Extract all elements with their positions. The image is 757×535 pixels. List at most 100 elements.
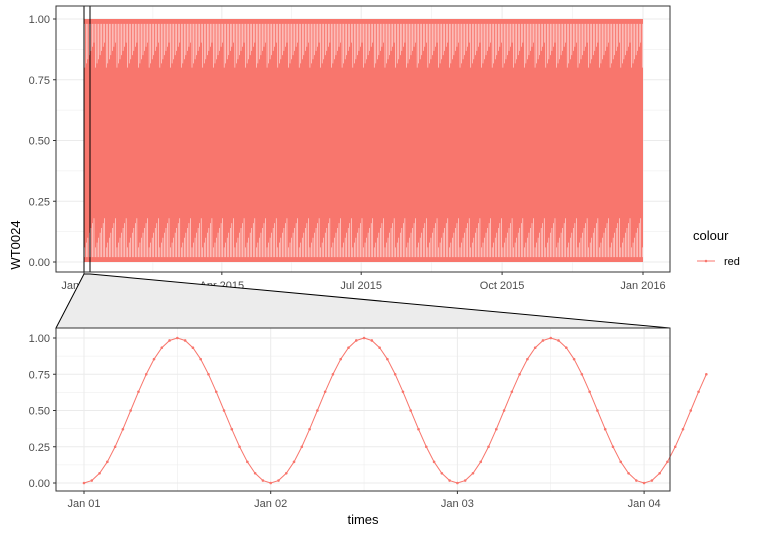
- detail-series-point: [541, 339, 545, 342]
- detail-series-point: [176, 336, 179, 340]
- detail-series-point: [261, 479, 265, 482]
- detail-series-point: [339, 357, 343, 361]
- detail-series-point: [222, 409, 226, 412]
- detail-panel-background: [56, 328, 670, 491]
- overview-panel-border: [55, 5, 671, 273]
- overview-y-tick-label: 0.50: [29, 136, 50, 148]
- detail-series-point: [230, 427, 234, 431]
- detail-series-point: [277, 479, 280, 482]
- detail-series-point: [409, 409, 413, 412]
- detail-series-point: [160, 346, 164, 350]
- overview-y-tick-label: 0.25: [29, 196, 50, 208]
- detail-series-point: [495, 427, 498, 431]
- detail-series-point: [269, 481, 273, 485]
- detail-series-point: [642, 481, 646, 485]
- detail-x-tick-label: Jan 02: [254, 498, 287, 510]
- detail-series-point: [526, 357, 529, 361]
- detail-series-point: [697, 390, 700, 394]
- detail-x-axis-title: times: [347, 512, 379, 527]
- overview-y-tick-label: 1.00: [29, 14, 50, 26]
- detail-series-point: [673, 445, 677, 449]
- detail-series-point: [354, 339, 358, 342]
- detail-series-point: [137, 390, 140, 394]
- detail-series-point: [323, 390, 327, 394]
- detail-series-point: [479, 460, 483, 464]
- detail-series-point: [378, 346, 381, 350]
- detail-series-point: [191, 346, 195, 350]
- detail-series-point: [588, 390, 591, 394]
- detail-x-ticks: Jan 01 Jan 02 Jan 03 Jan 04: [67, 491, 661, 510]
- legend-title: colour: [693, 228, 729, 243]
- legend-label-red: red: [724, 256, 740, 268]
- detail-y-tick-label: 0.25: [29, 442, 50, 454]
- detail-series-point: [238, 445, 241, 449]
- detail-series-point: [627, 471, 630, 475]
- detail-series-point: [463, 479, 467, 482]
- overview-x-tick-label: Jul 2015: [340, 280, 382, 292]
- detail-series-point: [316, 409, 319, 412]
- detail-y-tick-label: 0.75: [29, 369, 50, 381]
- detail-series-point: [510, 390, 514, 394]
- overview-y-tick-label: 0.75: [29, 75, 50, 87]
- detail-series-point: [417, 427, 420, 431]
- detail-series-point: [214, 390, 218, 394]
- overview-x-tick-label: Jan 2016: [620, 280, 665, 292]
- legend: colour red: [693, 228, 740, 268]
- overview-series-texture: [84, 23, 643, 258]
- detail-panel: 0.000.250.500.751.00 Jan 01 Jan 02 Jan 03 J…: [29, 327, 708, 527]
- detail-series-point: [611, 445, 615, 449]
- detail-y-tick-label: 1.00: [29, 333, 50, 345]
- detail-series-point: [246, 460, 249, 464]
- detail-series-point: [549, 336, 553, 340]
- overview-y-axis-title: WT0024: [8, 220, 23, 269]
- detail-series-point: [207, 372, 210, 376]
- detail-series-point: [432, 460, 436, 464]
- detail-series-point: [370, 339, 374, 342]
- overview-y-ticks: 0.00 0.25 0.50 0.75 1.00: [29, 14, 56, 269]
- detail-series-point: [448, 479, 451, 482]
- detail-series-point: [635, 479, 638, 482]
- detail-series-point: [572, 357, 576, 361]
- detail-series-point: [90, 479, 94, 482]
- overview-y-tick-label: 0.00: [29, 257, 50, 269]
- detail-series-point: [440, 471, 444, 475]
- detail-series-point: [705, 372, 708, 376]
- detail-series-point: [689, 409, 693, 412]
- detail-x-tick-label: Jan 03: [441, 498, 474, 510]
- detail-series-point: [129, 409, 132, 412]
- detail-series-point: [401, 390, 405, 394]
- detail-series-point: [308, 427, 311, 431]
- detail-series-point: [658, 471, 661, 475]
- detail-y-tick-label: 0.50: [29, 406, 50, 418]
- detail-series-point: [565, 346, 568, 350]
- detail-series-point: [502, 409, 506, 412]
- legend-key-red-point: [704, 259, 708, 263]
- detail-series-point: [152, 357, 156, 361]
- detail-series-point: [362, 336, 366, 340]
- overview-series-red: [84, 19, 643, 262]
- detail-series-point: [424, 445, 428, 449]
- detail-gridlines: [56, 328, 670, 491]
- detail-series-point: [82, 481, 86, 485]
- detail-y-tick-label: 0.00: [29, 478, 50, 490]
- overview-x-tick-label: Oct 2015: [480, 280, 525, 292]
- detail-series-point: [533, 346, 537, 350]
- detail-series-point: [603, 427, 607, 431]
- detail-series-point: [666, 460, 669, 464]
- detail-series-point: [650, 479, 654, 482]
- detail-series-point: [183, 339, 187, 342]
- detail-panel-border: [55, 327, 671, 492]
- detail-series-point: [596, 409, 599, 412]
- detail-series-point: [557, 339, 560, 342]
- detail-series-point: [199, 357, 202, 361]
- detail-series-point: [168, 339, 171, 342]
- detail-series-point: [487, 445, 490, 449]
- detail-series-point: [253, 471, 257, 475]
- detail-series-point: [292, 460, 296, 464]
- detail-series-point: [386, 357, 389, 361]
- detail-series-point: [518, 372, 521, 376]
- detail-series-point: [113, 445, 117, 449]
- detail-x-tick-label: Jan 04: [628, 498, 661, 510]
- detail-series-point: [284, 471, 288, 475]
